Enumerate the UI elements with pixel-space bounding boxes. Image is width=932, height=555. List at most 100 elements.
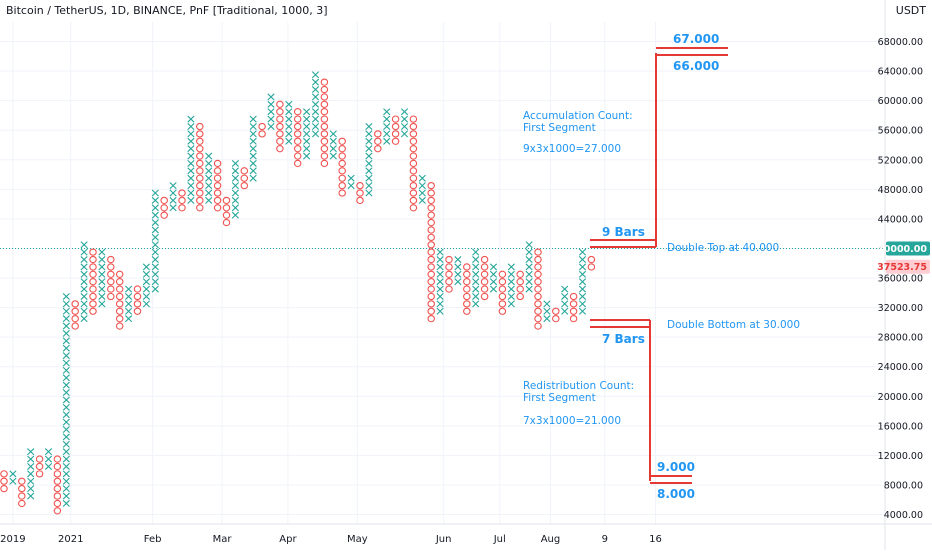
pnf-o-box xyxy=(320,78,329,86)
pnf-o-box xyxy=(276,115,284,123)
y-tick-label: 56000.00 xyxy=(878,126,923,137)
pnf-x-box xyxy=(249,145,257,153)
pnf-x-box xyxy=(27,455,35,463)
pnf-o-box xyxy=(196,152,204,160)
pnf-o-box xyxy=(356,196,364,205)
pnf-x-box xyxy=(525,263,533,271)
pnf-o-box xyxy=(516,278,524,286)
pnf-o-box xyxy=(445,285,453,293)
pnf-x-box xyxy=(98,285,106,293)
pnf-o-box xyxy=(293,145,302,153)
pnf-x-box xyxy=(62,411,70,419)
pnf-x-box xyxy=(125,307,133,315)
currency-label[interactable]: USDT xyxy=(896,4,926,17)
y-tick-label: 28000.00 xyxy=(878,333,923,344)
pnf-o-box xyxy=(115,285,124,293)
pnf-x-box xyxy=(62,315,70,323)
pnf-o-box xyxy=(107,270,115,278)
pnf-x-box xyxy=(303,115,311,123)
pnf-x-box xyxy=(365,167,373,175)
pnf-o-box xyxy=(293,115,302,123)
pnf-x-box xyxy=(543,307,551,315)
redistribution-formula: 7x3x1000=21.000 xyxy=(523,415,621,427)
pnf-o-box xyxy=(320,115,329,123)
pnf-x-box xyxy=(151,241,159,249)
pnf-x-box xyxy=(62,396,70,404)
pnf-o-box xyxy=(107,255,115,264)
pnf-x-box xyxy=(365,159,373,167)
pnf-o-box xyxy=(160,211,168,219)
pnf-x-box xyxy=(151,256,159,264)
pnf-o-box xyxy=(356,189,364,197)
pnf-o-box xyxy=(53,455,62,463)
pnf-o-box xyxy=(276,130,284,138)
pnf-o-box xyxy=(276,122,284,131)
pnf-x-box xyxy=(329,145,337,153)
pnf-x-box xyxy=(400,130,409,138)
pnf-x-box xyxy=(578,292,587,300)
pnf-x-box xyxy=(187,122,195,130)
accumulation-label-line1: Accumulation Count: xyxy=(523,110,633,122)
pnf-x-box xyxy=(267,108,275,116)
pnf-o-box xyxy=(427,278,435,286)
pnf-x-box xyxy=(27,477,35,485)
pnf-x-box xyxy=(142,278,150,286)
pnf-x-box xyxy=(418,189,426,197)
pnf-x-box xyxy=(285,100,293,108)
pnf-o-box xyxy=(89,248,97,256)
pnf-x-box xyxy=(285,122,293,130)
pnf-x-box xyxy=(187,182,195,190)
pnf-o-box xyxy=(107,292,115,301)
y-tick-label: 64000.00 xyxy=(878,67,923,78)
pnf-o-box xyxy=(534,292,542,301)
pnf-x-box xyxy=(231,174,239,182)
pnf-x-box xyxy=(472,292,480,300)
pnf-o-box xyxy=(276,145,284,153)
pnf-o-box xyxy=(222,204,231,212)
pnf-x-box xyxy=(205,159,213,167)
pnf-o-box xyxy=(115,307,124,315)
pnf-x-box xyxy=(329,137,337,145)
pnf-o-box xyxy=(534,263,542,271)
pnf-x-box xyxy=(383,137,391,145)
pnf-x-box xyxy=(329,130,337,138)
pnf-x-box xyxy=(142,300,150,308)
pnf-x-box xyxy=(472,248,480,256)
pnf-x-box xyxy=(125,315,133,323)
pnf-o-box xyxy=(53,462,62,471)
pnf-x-box xyxy=(151,278,159,286)
pnf-o-box xyxy=(569,314,578,323)
pnf-o-box xyxy=(427,314,435,323)
x-tick-label: 9 xyxy=(602,534,608,545)
pnf-o-box xyxy=(89,307,97,315)
pnf-x-box xyxy=(311,100,320,108)
pnf-o-box xyxy=(391,137,400,145)
pnf-o-box xyxy=(89,285,97,293)
pnf-o-box xyxy=(89,263,97,271)
pnf-x-box xyxy=(249,152,257,160)
pnf-x-box xyxy=(561,307,569,315)
pnf-o-box xyxy=(320,159,329,168)
pnf-x-box xyxy=(80,278,88,286)
pnf-x-box xyxy=(98,270,106,278)
pnf-x-box xyxy=(507,263,515,271)
pnf-o-box xyxy=(196,167,204,175)
pnf-o-box xyxy=(71,307,79,315)
pnf-o-box xyxy=(213,167,222,175)
pnf-o-box xyxy=(409,167,418,175)
pnf-x-box xyxy=(142,292,150,300)
pnf-o-box xyxy=(391,130,400,138)
y-tick-label: 48000.00 xyxy=(878,185,923,196)
price-label-text: 37523.75 xyxy=(877,262,927,273)
pnf-x-box xyxy=(187,196,195,204)
price-label-box xyxy=(886,241,930,256)
pnf-o-box xyxy=(427,263,435,271)
pnf-x-box xyxy=(489,263,498,271)
pnf-o-box xyxy=(35,462,44,471)
pnf-x-box xyxy=(80,285,88,293)
pnf-x-box xyxy=(436,307,444,315)
pnf-o-box xyxy=(463,263,471,271)
pnf-o-box xyxy=(427,233,435,242)
pnf-o-box xyxy=(71,300,79,308)
